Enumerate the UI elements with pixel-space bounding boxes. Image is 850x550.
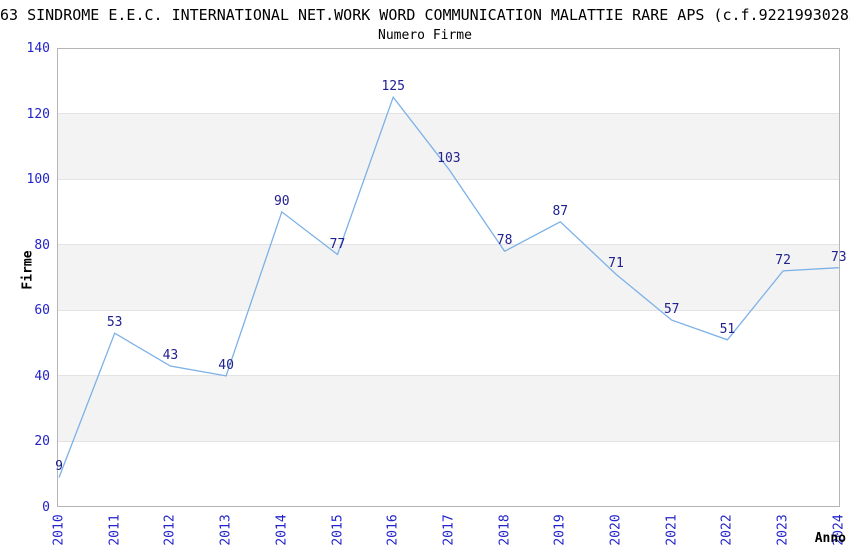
- x-tick-label: 2023: [775, 514, 791, 546]
- x-tick-label: 2022: [719, 514, 735, 546]
- x-tick-label: 2011: [107, 514, 123, 546]
- y-tick-label: 20: [34, 434, 50, 450]
- data-point-label: 9: [55, 459, 63, 475]
- y-axis-label: Firme: [20, 250, 36, 290]
- x-tick-label: 2016: [385, 514, 401, 546]
- plot-area: [57, 47, 840, 507]
- grid-line: [57, 178, 840, 180]
- grid-line: [57, 309, 840, 311]
- y-tick-label: 80: [34, 237, 50, 253]
- data-point-label: 77: [329, 236, 346, 252]
- data-point-label: 51: [719, 321, 736, 337]
- x-tick-label: 2019: [552, 514, 568, 546]
- x-tick-label: 2015: [330, 514, 345, 546]
- grid-line: [57, 244, 840, 246]
- data-point-label: 90: [273, 193, 290, 209]
- data-point-label: 43: [162, 348, 179, 364]
- chart-subtitle: Numero Firme: [378, 28, 472, 43]
- series-line: [58, 95, 839, 478]
- y-tick-label: 140: [26, 41, 50, 56]
- data-point-label: 78: [496, 233, 513, 249]
- grid-line: [57, 440, 840, 442]
- grid-line: [57, 375, 840, 377]
- x-tick-label: 2017: [441, 514, 457, 546]
- x-tick-label: 2013: [218, 514, 234, 546]
- data-point-label: 53: [106, 315, 123, 331]
- y-tick-label: 100: [26, 172, 50, 188]
- grid-band: [57, 244, 840, 311]
- x-axis-label: Anno: [814, 531, 846, 546]
- y-tick-label: 60: [34, 303, 50, 319]
- x-tick-label: 2010: [51, 514, 67, 546]
- data-point-label: 103: [437, 151, 461, 167]
- grid-line: [57, 113, 840, 115]
- data-point-label: 71: [608, 256, 624, 272]
- y-tick-label: 120: [26, 106, 50, 122]
- grid-band: [57, 375, 840, 442]
- data-point-label: 87: [552, 203, 569, 219]
- data-point-label: 125: [381, 79, 405, 95]
- x-tick-label: 2018: [497, 514, 513, 546]
- data-point-label: 40: [218, 357, 234, 373]
- x-tick-label: 2020: [608, 514, 624, 546]
- data-point-label: 57: [663, 302, 680, 318]
- y-tick-label: 40: [34, 368, 50, 384]
- data-point-label: 73: [830, 249, 847, 265]
- x-tick-label: 2021: [664, 514, 680, 546]
- series-line-svg: [58, 95, 839, 478]
- x-tick-label: 2012: [162, 514, 178, 546]
- y-tick-label: 0: [42, 500, 50, 515]
- x-tick-label: 2014: [274, 514, 290, 546]
- chart-title: 63 SINDROME E.E.C. INTERNATIONAL NET.WOR…: [0, 6, 850, 24]
- data-point-label: 72: [775, 252, 791, 268]
